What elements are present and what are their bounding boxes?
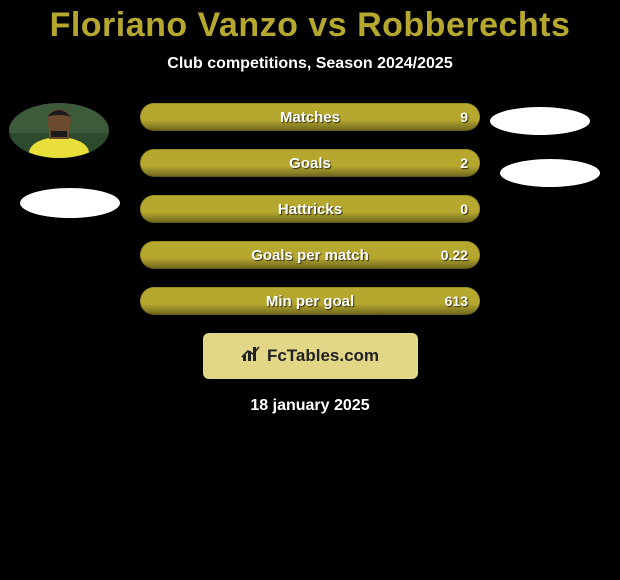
brand-box[interactable]: FcTables.com <box>203 333 418 379</box>
stat-row-matches: Matches9 <box>140 103 480 131</box>
stat-row-hattricks: Hattricks0 <box>140 195 480 223</box>
stat-row-goals-per-match: Goals per match0.22 <box>140 241 480 269</box>
stat-label: Goals <box>140 155 480 172</box>
stat-value: 0.22 <box>441 247 468 263</box>
player1-blank-oval <box>20 188 120 218</box>
stat-value: 613 <box>445 293 468 309</box>
stat-label: Hattricks <box>140 201 480 218</box>
stat-label: Min per goal <box>140 293 480 310</box>
player2-oval-1 <box>490 107 590 135</box>
stat-value: 9 <box>460 109 468 125</box>
stat-row-goals: Goals2 <box>140 149 480 177</box>
stat-row-min-per-goal: Min per goal613 <box>140 287 480 315</box>
stat-value: 0 <box>460 201 468 217</box>
stat-label: Matches <box>140 109 480 126</box>
player1-avatar <box>9 103 109 158</box>
stat-value: 2 <box>460 155 468 171</box>
chart-icon <box>241 345 261 368</box>
stat-label: Goals per match <box>140 247 480 264</box>
player2-oval-2 <box>500 159 600 187</box>
stats-rows: Matches9Goals2Hattricks0Goals per match0… <box>140 103 480 315</box>
brand-label: FcTables.com <box>267 346 379 366</box>
content-area: Matches9Goals2Hattricks0Goals per match0… <box>0 103 620 415</box>
page-title: Floriano Vanzo vs Robberechts <box>0 6 620 45</box>
player1-avatar-image <box>9 103 109 158</box>
comparison-card: Floriano Vanzo vs Robberechts Club compe… <box>0 0 620 580</box>
subtitle: Club competitions, Season 2024/2025 <box>0 55 620 73</box>
date-label: 18 january 2025 <box>0 397 620 415</box>
